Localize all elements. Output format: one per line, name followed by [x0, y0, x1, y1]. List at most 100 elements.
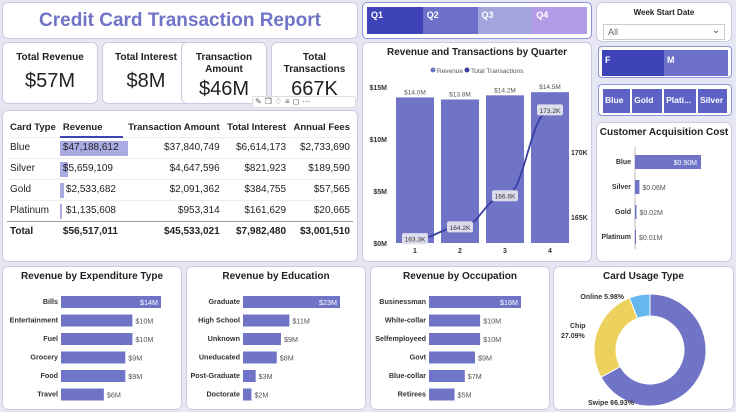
card-slicer-blue[interactable]: Blue — [603, 89, 631, 113]
week-start-date-filter: Week Start Date All ⌄ — [596, 2, 732, 42]
kpi-label: Total Transactions — [283, 52, 346, 75]
cell-amount: $37,840,749 — [122, 136, 223, 158]
data-label: $9M — [128, 354, 142, 363]
cac-chart: Customer Acquisition Cost Blue $0.90M Silv… — [596, 122, 732, 262]
more-options-icon[interactable]: ⋯ — [302, 97, 314, 106]
copy-icon[interactable]: ❐ — [264, 97, 275, 106]
card-slicer-platinum[interactable]: Plati... — [664, 89, 696, 113]
data-label: $10M — [483, 317, 501, 326]
bar — [635, 180, 640, 194]
transactions-data-label: 173.2K — [540, 108, 561, 115]
gender-f[interactable]: F — [602, 50, 664, 76]
kpi-total-interest: Total Interest $8M — [102, 42, 190, 104]
card-slicer-gold[interactable]: Gold — [632, 89, 663, 113]
visual-toolbar: ✎❐♢≡◻⋯ — [252, 96, 356, 108]
transactions-label-bg — [402, 233, 428, 245]
bar — [441, 99, 479, 243]
slice-label-swipe: Swipe 66.93% — [588, 400, 635, 407]
x-tick-label: 2 — [458, 248, 462, 255]
quarter-q3[interactable]: Q3 — [477, 7, 533, 34]
focus-mode-icon[interactable]: ◻ — [292, 97, 303, 106]
column-header[interactable]: Transaction Amount — [128, 122, 220, 134]
bar — [243, 333, 281, 345]
alert-icon[interactable]: ♢ — [274, 97, 286, 106]
pin-icon[interactable]: ✎ — [255, 97, 265, 106]
data-label: $14.0M — [404, 89, 426, 96]
bar — [61, 314, 133, 327]
category-label: Uneducated — [199, 353, 240, 362]
category-label: Gold — [615, 209, 631, 216]
category-label: Grocery — [30, 353, 58, 362]
cell-interest: $821,923 — [222, 157, 290, 179]
category-label: Fuel — [43, 334, 58, 343]
cell-card: Silver — [7, 157, 60, 179]
y-tick-label: $10M — [369, 137, 387, 144]
week-filter-value: All — [608, 27, 619, 37]
bar — [486, 95, 524, 243]
bar — [61, 351, 126, 364]
category-label: Graduate — [208, 297, 240, 306]
data-label: $3M — [259, 372, 273, 381]
bar — [61, 370, 126, 382]
card-slicer-silver[interactable]: Silver — [697, 89, 727, 113]
data-bar — [59, 182, 64, 198]
cell-fees: $3,001,510 — [289, 220, 353, 242]
category-label: Bills — [43, 297, 58, 306]
data-label: $14.2M — [494, 87, 516, 94]
expenditure-chart-svg: Bills $14M Entertainment $10M Fuel $10M Grocer… — [10, 296, 161, 401]
gender-slicer: F M — [598, 46, 732, 78]
category-label: Blue-collar — [389, 371, 426, 380]
filter-icon[interactable]: ≡ — [285, 97, 293, 106]
column-header[interactable]: Total Interest — [227, 122, 287, 134]
table-row[interactable]: Gold $2,533,682 $2,091,362 $384,755 $57,… — [7, 178, 353, 200]
table-row[interactable]: Blue $47,188,612 $37,840,749 $6,614,173 … — [7, 136, 353, 158]
data-label: $5M — [458, 391, 472, 400]
quarter-q2[interactable]: Q2 — [422, 7, 478, 34]
y2-tick-label: 170K — [571, 150, 588, 157]
column-header[interactable]: Annual Fees — [293, 122, 351, 134]
table-total-row: Total $56,517,011 $45,533,021 $7,982,480… — [7, 220, 353, 242]
gender-m[interactable]: M — [664, 50, 728, 76]
category-label: Retirees — [398, 390, 426, 399]
education-chart-svg: Graduate $23M High School $11M Unknown $9M Une… — [190, 296, 340, 401]
donut-slice — [600, 293, 707, 407]
quarter-combo-chart: Revenue and Transactions by Quarter Reve… — [362, 42, 592, 262]
bar — [429, 388, 455, 401]
data-label: $18M — [500, 298, 518, 307]
cell-revenue: $1,135,608 — [59, 199, 123, 221]
column-header[interactable]: Revenue — [59, 119, 123, 138]
table-row[interactable]: Platinum $1,135,608 $953,314 $161,629 $2… — [7, 199, 353, 221]
category-label: Platinum — [601, 234, 631, 241]
category-label: High School — [198, 316, 240, 325]
bar — [429, 296, 521, 308]
bar — [429, 370, 465, 382]
category-label: Entertainment — [10, 316, 59, 325]
category-label: Doctorate — [206, 390, 240, 399]
chart-title: Revenue and Transactions by Quarter — [386, 47, 568, 58]
week-filter-dropdown[interactable]: All ⌄ — [603, 24, 725, 40]
column-header[interactable]: Card Type — [10, 122, 56, 134]
quarter-q4[interactable]: Q4 — [532, 7, 587, 34]
cell-fees: $57,565 — [289, 178, 353, 200]
cell-revenue: $5,659,109 — [59, 157, 123, 179]
transactions-label-bg — [447, 221, 473, 233]
cell-fees: $20,665 — [289, 199, 353, 221]
table-row[interactable]: Silver $5,659,109 $4,647,596 $821,923 $1… — [7, 157, 353, 179]
transactions-label-bg — [537, 104, 563, 116]
cell-revenue: $56,517,011 — [59, 220, 123, 242]
data-label: $10M — [483, 335, 501, 344]
bar — [429, 314, 481, 327]
slice-label-chip-pct: 27.09% — [561, 333, 586, 340]
chart-title: Revenue by Education — [222, 271, 330, 282]
data-label: $10M — [135, 335, 153, 344]
quarter-q1[interactable]: Q1 — [367, 7, 423, 34]
category-label: Travel — [37, 390, 58, 399]
x-tick-label: 1 — [413, 248, 417, 255]
bar — [61, 333, 133, 345]
cell-fees: $2,733,690 — [289, 136, 353, 158]
data-label: $6M — [107, 391, 121, 400]
quarter-chart-svg: Revenue Total Transactions $0M $5M $10M $15M 1… — [369, 67, 588, 255]
quarter-slicer: Q1 Q2 Q3 Q4 — [362, 2, 592, 39]
bar — [429, 333, 481, 345]
data-label: $2M — [254, 391, 268, 400]
